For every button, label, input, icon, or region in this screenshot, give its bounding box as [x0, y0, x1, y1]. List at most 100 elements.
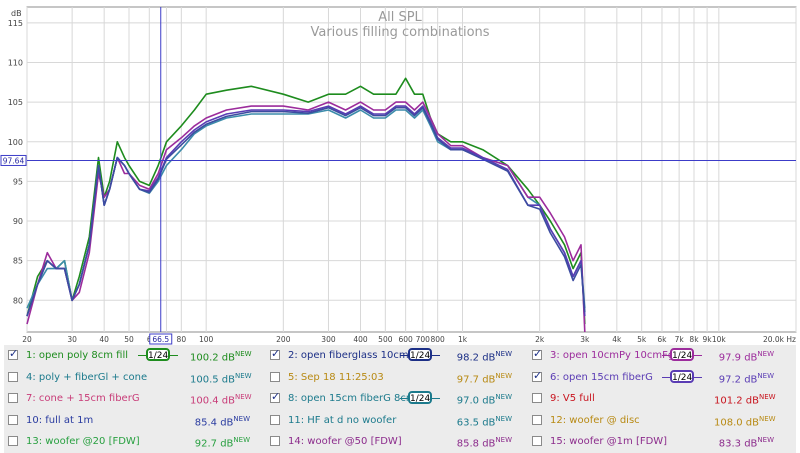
chart-canvas[interactable]: All SPL Various filling combinations dB … [0, 0, 800, 345]
chart-title: All SPL [378, 10, 422, 25]
legend-checkbox[interactable] [270, 371, 280, 382]
legend-value-text: 63.5 dB [456, 416, 496, 428]
legend-checkbox[interactable]: ✓ [270, 347, 281, 360]
y-tick-label: 80 [13, 296, 23, 305]
y-tick-label: 95 [13, 177, 23, 186]
legend-item[interactable]: 15: woofer @1m [FDW] 83.3 dBNEW [528, 433, 790, 451]
legend-checkbox[interactable] [8, 371, 18, 382]
smoothing-line-left [400, 398, 408, 399]
legend-item[interactable]: ✓ 3: open 10cmPy 10cmFg 1/24 97.9 dBNEW [528, 347, 790, 365]
smoothing-button[interactable]: 1/24 [670, 369, 694, 383]
x-tick-label: 4k [612, 335, 622, 344]
x-tick-label: 10k [712, 335, 727, 344]
smoothing-line-left [662, 376, 670, 378]
x-tick-label: 20.0k Hz [763, 335, 796, 344]
plot-area[interactable] [26, 6, 797, 333]
legend-item[interactable]: 4: poly + fiberGl + cone 100.5 dBNEW [4, 369, 266, 387]
legend-name: poly + fiberGl + cone [38, 371, 148, 383]
legend-item[interactable]: 7: cone + 15cm fiberG 100.4 dBNEW [4, 390, 266, 408]
legend-item[interactable]: 10: full at 1m 85.4 dBNEW [4, 412, 266, 430]
legend-value: 97.2 dBNEW [714, 372, 774, 385]
check-icon: ✓ [271, 347, 281, 360]
legend-value-text: 100.4 dB [190, 395, 236, 407]
legend-item[interactable]: 5: Sep 18 11:25:03 97.7 dBNEW [266, 369, 528, 387]
legend-value-text: 97.0 dB [456, 395, 496, 407]
legend-value-text: 97.9 dB [718, 352, 758, 364]
x-tick-label: 80 [177, 335, 187, 344]
smoothing-line-left [138, 355, 146, 356]
new-badge: NEW [757, 371, 774, 380]
smoothing-line-left [400, 355, 408, 356]
legend-item[interactable]: ✓ 1: open poly 8cm fill 1/24 100.2 dBNEW [4, 347, 266, 365]
cursor-y-readout-box [0, 154, 27, 166]
legend-value-text: 100.5 dB [190, 373, 236, 385]
legend-item[interactable]: ✓ 8: open 15cm fiberG 8cm p 1/24 97.0 dBNEW [266, 390, 528, 408]
cursor[interactable]: 97.64 66.5 [0, 7, 796, 345]
new-badge: NEW [495, 436, 512, 444]
x-tick-labels: 20304050670801002003004005006007008001k2… [22, 335, 796, 344]
legend-checkbox[interactable] [270, 414, 280, 425]
x-tick-label: 6k [657, 335, 667, 344]
spl-chart[interactable]: All SPL Various filling combinations dB … [0, 0, 800, 345]
legend-checkbox[interactable] [8, 414, 18, 425]
legend-checkbox[interactable]: ✓ [8, 348, 18, 360]
y-tick-label: 105 [8, 98, 23, 107]
legend-name: woofer @50 [FDW] [307, 436, 402, 447]
legend-number: 8: [288, 393, 301, 404]
legend-label: 8: open 15cm fiberG 8cm p [288, 393, 425, 404]
legend-item[interactable]: 9: V5 full 101.2 dBNEW [528, 390, 790, 408]
smoothing-button[interactable]: 1/24 [408, 348, 432, 361]
smoothing-button[interactable]: 1/24 [408, 391, 432, 404]
legend-checkbox[interactable] [532, 393, 542, 403]
x-tick-label: 1k [458, 335, 468, 344]
legend-value-text: 108.0 dB [714, 416, 760, 428]
legend-item[interactable]: 14: woofer @50 [FDW] 85.8 dBNEW [266, 433, 528, 451]
cursor-x-readout: 66.5 [152, 335, 169, 344]
legend-checkbox[interactable]: ✓ [532, 368, 543, 382]
legend-item[interactable]: ✓ 6: open 15cm fiberG 1/24 97.2 dBNEW [528, 369, 790, 387]
legend-name: open 15cm fiberG [562, 371, 653, 383]
legend-value: 101.2 dBNEW [714, 393, 776, 406]
legend-item[interactable]: ✓ 2: open fiberglass 10cm 1/24 98.2 dBNEW [266, 347, 528, 365]
legend-name: cone + 15cm fiberG [38, 393, 140, 404]
legend-name: open 15cm fiberG 8cm p [300, 393, 426, 404]
legend-value: 100.5 dBNEW [190, 372, 252, 385]
legend-item[interactable]: 13: woofer @20 [FDW] 92.7 dBNEW [4, 433, 266, 451]
legend-value-text: 83.3 dB [718, 438, 758, 450]
smoothing-button[interactable]: 1/24 [670, 348, 694, 361]
legend-label: 3: open 10cmPy 10cmFg [550, 350, 674, 361]
legend-checkbox[interactable] [8, 436, 18, 446]
legend-panel: ✓ 1: open poly 8cm fill 1/24 100.2 dBNEW ✓ 2:… [4, 345, 796, 453]
y-tick-label: 110 [8, 58, 23, 67]
y-tick-label: 85 [13, 257, 23, 266]
legend-number: 9: [550, 393, 563, 404]
smoothing-button[interactable]: 1/24 [146, 348, 170, 361]
chart-subtitle: Various filling combinations [310, 25, 489, 40]
legend-checkbox[interactable] [532, 414, 542, 425]
x-tick-label: 9k [703, 335, 713, 344]
smoothing-line-right [432, 355, 440, 356]
x-tick-label: 100 [199, 335, 214, 344]
x-tick-label: 20 [22, 335, 32, 344]
legend-item[interactable]: 12: woofer @ disc 108.0 dBNEW [528, 412, 790, 430]
new-badge: NEW [757, 436, 774, 444]
new-badge: NEW [233, 436, 250, 444]
smoothing-line-right [432, 398, 440, 399]
x-tick-label: 30 [67, 335, 77, 344]
legend-checkbox[interactable] [270, 436, 280, 446]
new-badge: NEW [495, 393, 512, 401]
x-tick-label: 50 [124, 335, 134, 344]
check-icon: ✓ [533, 368, 543, 382]
y-tick-labels: 80 85 90 95 100 105 110 115 [8, 19, 23, 305]
x-tick-label: 5k [637, 335, 647, 344]
x-tick-label: 40 [99, 335, 109, 344]
legend-checkbox[interactable]: ✓ [532, 347, 543, 360]
new-badge: NEW [235, 393, 252, 401]
legend-number: 3: [550, 350, 563, 361]
legend-checkbox[interactable]: ✓ [270, 391, 280, 403]
legend-item[interactable]: 11: HF at d no woofer 63.5 dBNEW [266, 412, 528, 430]
legend-checkbox[interactable] [532, 436, 542, 446]
legend-checkbox[interactable] [8, 393, 18, 403]
check-icon: ✓ [533, 347, 543, 360]
y-axis-label: dB [11, 9, 22, 18]
